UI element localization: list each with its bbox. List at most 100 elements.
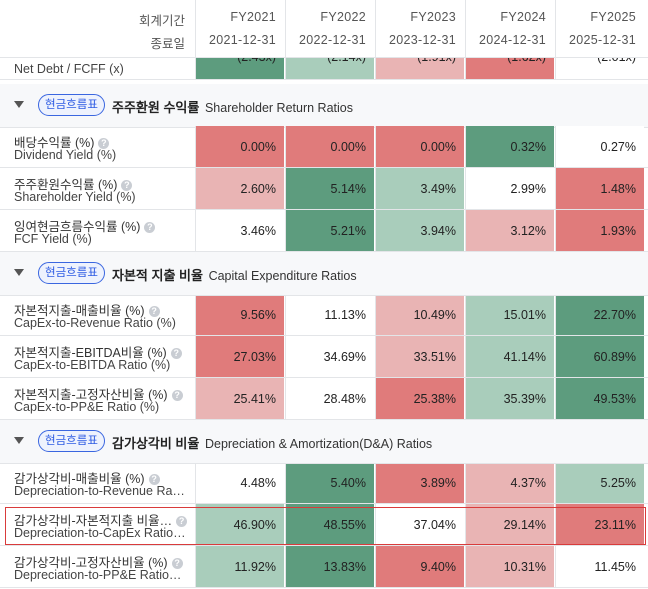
row-label-en: Depreciation-to-PP&E Ratio…	[14, 568, 182, 582]
value-cell: 15.01%	[465, 294, 554, 335]
value-cell: 11.92%	[195, 546, 284, 587]
end-date: 2023-12-31	[389, 33, 456, 47]
help-icon[interactable]: ?	[170, 348, 182, 359]
row-label-kr: 감가상각비-자본적지출 비율…?	[14, 510, 188, 529]
value-cell: 3.89%	[375, 462, 464, 503]
value-cell: 35.39%	[465, 378, 554, 419]
table-row[interactable]: 잉여현금흐름수익률 (%)? FCF Yield (%) 3.46% 5.21% 3.9…	[0, 210, 648, 252]
value-cell: 22.70%	[555, 294, 644, 335]
row-label: 감가상각비-자본적지출 비율…? Depreciation-to-CapEx Ra…	[0, 504, 195, 545]
value-cell: 27.03%	[195, 336, 284, 377]
help-icon[interactable]: ?	[171, 558, 183, 569]
collapse-caret-icon[interactable]	[14, 437, 24, 444]
column-header: FY2022 2022-12-31	[285, 0, 374, 58]
value-cell: 0.00%	[195, 126, 284, 167]
table-row[interactable]: 감가상각비-매출비율 (%)? Depreciation-to-Revenue R…	[0, 462, 648, 504]
value-cell: 2.60%	[195, 168, 284, 209]
row-label: 감가상각비-매출비율 (%)? Depreciation-to-Revenue R…	[0, 462, 195, 503]
row-label: 배당수익률 (%)? Dividend Yield (%)	[0, 126, 195, 167]
help-icon[interactable]: ?	[148, 474, 160, 485]
value-cell: 49.53%	[555, 378, 644, 419]
value-cell: 48.55%	[285, 504, 374, 545]
value-cell: 1.48%	[555, 168, 644, 209]
value-cell: 9.40%	[375, 546, 464, 587]
value-cell: 46.90%	[195, 504, 284, 545]
table-row[interactable]: 자본적지출-EBITDA비율 (%)? CapEx-to-EBITDA Ratio…	[0, 336, 648, 378]
value-cell: 9.56%	[195, 294, 284, 335]
row-label-en: Depreciation-to-CapEx Ratio…	[14, 526, 186, 540]
help-icon[interactable]: ?	[176, 516, 188, 527]
value-cell: 25.38%	[375, 378, 464, 419]
value-cell: 28.48%	[285, 378, 374, 419]
help-icon[interactable]: ?	[171, 390, 183, 401]
end-date: 2021-12-31	[209, 33, 276, 47]
row-label-kr: 자본적지출-매출비율 (%)?	[14, 300, 160, 319]
section-title-en: Shareholder Return Ratios	[204, 101, 353, 115]
row-label-en: Depreciation-to-Revenue Ra…	[14, 484, 185, 498]
table-row[interactable]: 주주환원수익률 (%)? Shareholder Yield (%) 2.60% 5.…	[0, 168, 648, 210]
value-cell: 37.04%	[375, 504, 464, 545]
help-icon[interactable]: ?	[144, 222, 156, 233]
value-cell: 13.83%	[285, 546, 374, 587]
fiscal-year: FY2025	[590, 10, 636, 24]
column-header: FY2021 2021-12-31	[195, 0, 284, 58]
value-cell: 5.14%	[285, 168, 374, 209]
value-cell: 11.13%	[285, 294, 374, 335]
value-cell: 41.14%	[465, 336, 554, 377]
value-cell: 10.31%	[465, 546, 554, 587]
section-title-en: Depreciation & Amortization(D&A) Ratios	[204, 437, 433, 451]
help-icon[interactable]: ?	[98, 138, 110, 149]
value-cell: 4.37%	[465, 462, 554, 503]
row-label-kr: 배당수익률 (%)?	[14, 132, 110, 151]
section-header-depreciation[interactable]: 현금흐름표 감가상각비 비율 Depreciation & Amortizati…	[0, 420, 648, 464]
row-label: 주주환원수익률 (%)? Shareholder Yield (%)	[0, 168, 195, 209]
row-label: 잉여현금흐름수익률 (%)? FCF Yield (%)	[0, 210, 195, 251]
value-cell: 3.12%	[465, 210, 554, 251]
table-row[interactable]: 감가상각비-고정자산비율 (%)? Depreciation-to-PP&E Ra…	[0, 546, 648, 588]
collapse-caret-icon[interactable]	[14, 101, 24, 108]
row-label: 자본적지출-매출비율 (%)? CapEx-to-Revenue Ratio (%…	[0, 294, 195, 335]
end-date: 2024-12-31	[479, 33, 546, 47]
fiscal-year: FY2024	[500, 10, 546, 24]
table-row[interactable]: 자본적지출-매출비율 (%)? CapEx-to-Revenue Ratio (%…	[0, 294, 648, 336]
column-header: FY2025 2025-12-31	[555, 0, 644, 58]
collapse-caret-icon[interactable]	[14, 269, 24, 276]
value-cell: 0.27%	[555, 126, 644, 167]
section-title: 자본적 지출 비율 Capital Expenditure Ratios	[112, 268, 357, 283]
fiscal-year: FY2021	[230, 10, 276, 24]
value-cell: 3.46%	[195, 210, 284, 251]
row-label-en: Dividend Yield (%)	[14, 148, 117, 162]
section-tag: 현금흐름표	[38, 262, 105, 284]
help-icon[interactable]: ?	[121, 180, 133, 191]
section-tag: 현금흐름표	[38, 430, 105, 452]
column-header: FY2024 2024-12-31	[465, 0, 554, 58]
value-cell: 29.14%	[465, 504, 554, 545]
section-header-capex[interactable]: 현금흐름표 자본적 지출 비율 Capital Expenditure Rati…	[0, 252, 648, 296]
section-header-shareholder-return[interactable]: 현금흐름표 주주환원 수익률 Shareholder Return Ratios	[0, 84, 648, 128]
value-cell: 0.00%	[375, 126, 464, 167]
section-title-en: Capital Expenditure Ratios	[208, 269, 357, 283]
value-cell: 0.32%	[465, 126, 554, 167]
value-cell: 23.11%	[555, 504, 644, 545]
section-tag: 현금흐름표	[38, 94, 105, 116]
row-label-kr: 감가상각비-고정자산비율 (%)?	[14, 552, 183, 571]
value-cell: 0.00%	[285, 126, 374, 167]
section-title: 감가상각비 비율 Depreciation & Amortization(D&A…	[112, 436, 433, 451]
row-label-en: Net Debt / FCFF (x)	[14, 62, 124, 76]
value-cell: 5.40%	[285, 462, 374, 503]
value-cell: 4.48%	[195, 462, 284, 503]
row-label: 자본적지출-EBITDA비율 (%)? CapEx-to-EBITDA Ratio…	[0, 336, 195, 377]
value-cell: 3.94%	[375, 210, 464, 251]
table-row[interactable]: 배당수익률 (%)? Dividend Yield (%) 0.00% 0.00% 0.…	[0, 126, 648, 168]
row-label-en: CapEx-to-Revenue Ratio (%)	[14, 316, 176, 330]
table-header: 회계기간 종료일 FY2021 2021-12-31 FY2022 2022-1…	[0, 0, 648, 58]
help-icon[interactable]: ?	[148, 306, 160, 317]
end-date-label: 종료일	[150, 37, 185, 51]
table-row[interactable]: 감가상각비-자본적지출 비율…? Depreciation-to-CapEx Ra…	[0, 504, 648, 546]
table-row[interactable]: 자본적지출-고정자산비율 (%)? CapEx-to-PP&E Ratio (%)…	[0, 378, 648, 420]
end-date: 2025-12-31	[569, 33, 636, 47]
value-cell: 2.99%	[465, 168, 554, 209]
value-cell: 5.25%	[555, 462, 644, 503]
value-cell: 10.49%	[375, 294, 464, 335]
value-cell: 5.21%	[285, 210, 374, 251]
